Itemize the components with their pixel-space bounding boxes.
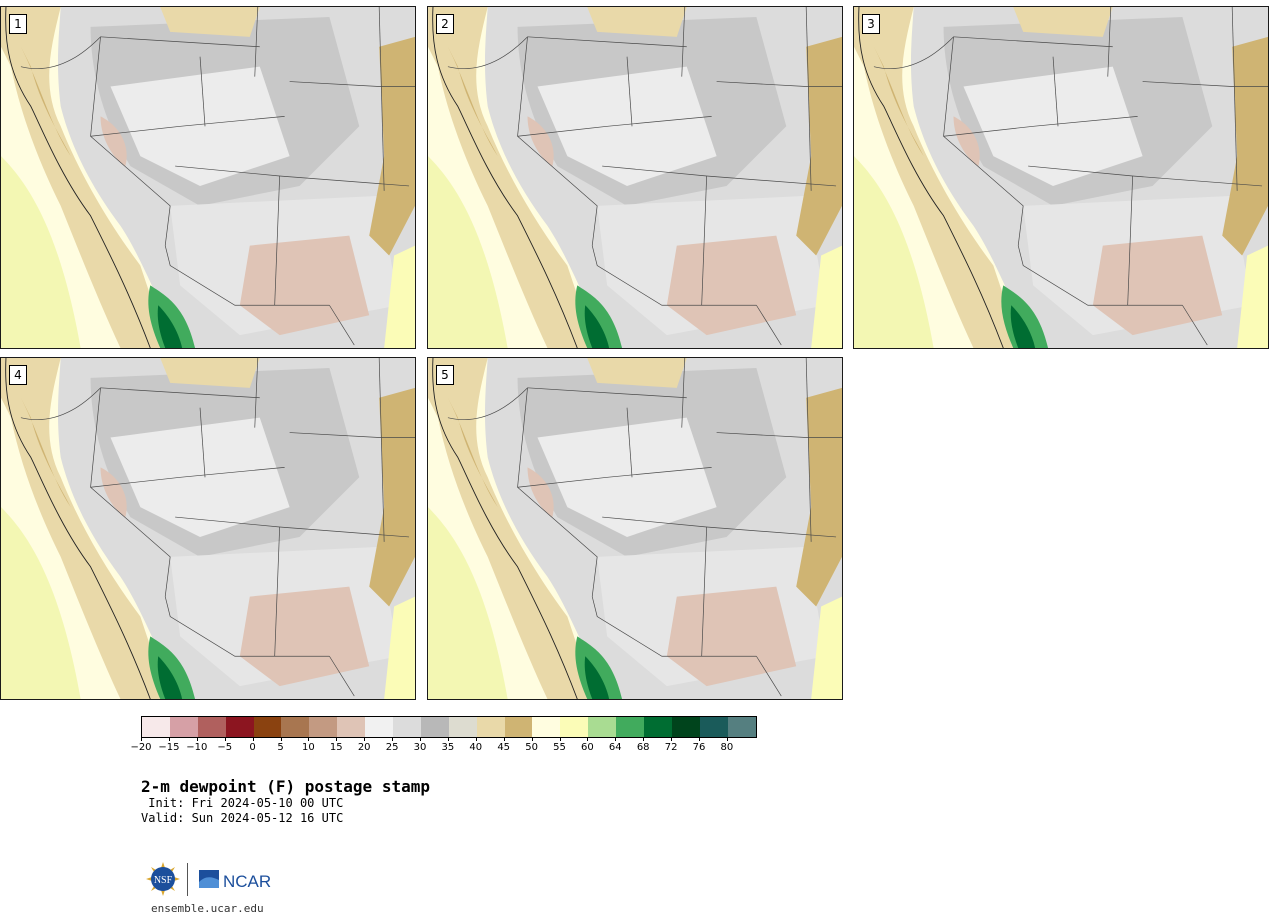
colorbar-tick-label: 40: [469, 742, 483, 753]
colorbar-swatch: [588, 717, 617, 737]
product-title: 2-m dewpoint (F) postage stamp: [141, 777, 430, 796]
colorbar-tick-label: 25: [385, 742, 399, 753]
colorbar-tick-label: −20: [130, 742, 152, 753]
colorbar-swatch: [532, 717, 561, 737]
dewpoint-map: [1, 358, 415, 699]
svg-text:NCAR: NCAR: [223, 872, 271, 891]
colorbar-tick-label: 68: [636, 742, 650, 753]
init-time: Init: Fri 2024-05-10 00 UTC: [141, 796, 344, 810]
colorbar-swatch: [560, 717, 589, 737]
logo-divider: [187, 863, 188, 896]
member-map-1: 1: [0, 6, 416, 349]
colorbar-tick-label: 60: [581, 742, 594, 753]
colorbar-swatch: [476, 717, 505, 737]
colorbar-tick-label: 80: [720, 742, 734, 753]
colorbar-tick-label: 5: [277, 742, 284, 753]
colorbar-tick-label: −5: [217, 742, 233, 753]
colorbar: [141, 716, 757, 738]
colorbar-swatch: [365, 717, 394, 737]
website-url: ensemble.ucar.edu: [151, 902, 264, 915]
colorbar-swatch: [393, 717, 421, 737]
member-number-label: 1: [9, 14, 27, 34]
colorbar-tick-label: −15: [158, 742, 180, 753]
dewpoint-map: [1, 7, 415, 348]
member-number-label: 2: [436, 14, 454, 34]
colorbar-swatch: [671, 717, 700, 737]
colorbar-tick-label: 30: [413, 742, 427, 753]
member-map-2: 2: [427, 6, 843, 349]
colorbar-swatch: [699, 717, 728, 737]
nsf-logo: NSF: [146, 862, 180, 896]
colorbar-swatch: [197, 717, 226, 737]
colorbar-tick-label: 64: [608, 742, 622, 753]
colorbar-swatch: [309, 717, 338, 737]
colorbar-swatch: [281, 717, 310, 737]
colorbar-swatch: [253, 717, 282, 737]
member-number-label: 4: [9, 365, 27, 385]
colorbar-tick-label: 0: [249, 742, 256, 753]
colorbar-tick-label: 50: [525, 742, 538, 753]
dewpoint-map: [854, 7, 1268, 348]
colorbar-tick-label: 35: [441, 742, 455, 753]
member-number-label: 3: [862, 14, 880, 34]
svg-text:NSF: NSF: [154, 875, 173, 886]
colorbar-tick-label: −10: [186, 742, 208, 753]
logo-block: NSF NCAR: [144, 860, 284, 900]
ncar-logo: NCAR: [199, 870, 271, 891]
member-map-3: 3: [853, 6, 1269, 349]
colorbar-tick-label: 20: [357, 742, 371, 753]
member-map-5: 5: [427, 357, 843, 700]
colorbar-tick-label: 55: [553, 742, 566, 753]
colorbar-swatch: [142, 717, 170, 737]
colorbar-tick-label: 45: [497, 742, 511, 753]
member-number-label: 5: [436, 365, 454, 385]
colorbar-swatch: [644, 717, 672, 737]
colorbar-tick-label: 10: [302, 742, 315, 753]
colorbar-swatch: [616, 717, 645, 737]
valid-time: Valid: Sun 2024-05-12 16 UTC: [141, 811, 344, 825]
colorbar-tick-label: 72: [664, 742, 678, 753]
colorbar-tick-label: 76: [692, 742, 706, 753]
dewpoint-map: [428, 358, 842, 699]
colorbar-swatch: [169, 717, 198, 737]
colorbar-swatch: [448, 717, 477, 737]
colorbar-swatch: [225, 717, 254, 737]
colorbar-swatch: [727, 717, 756, 737]
dewpoint-map: [428, 7, 842, 348]
colorbar-swatch: [504, 717, 533, 737]
colorbar-swatch: [337, 717, 366, 737]
colorbar-swatch: [420, 717, 449, 737]
member-map-4: 4: [0, 357, 416, 700]
colorbar-tick-label: 15: [329, 742, 343, 753]
